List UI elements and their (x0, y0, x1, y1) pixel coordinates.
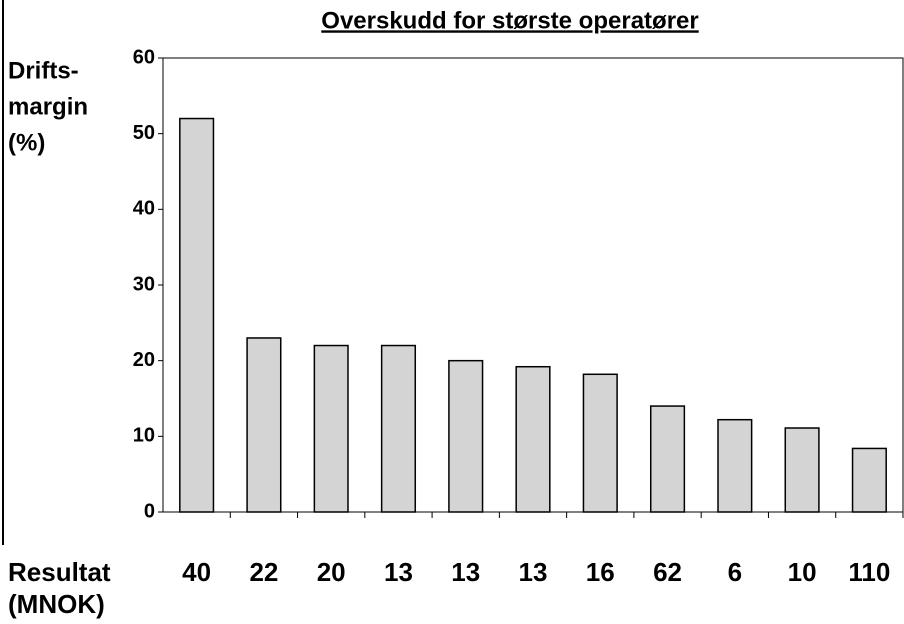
x-tick-label: 110 (848, 557, 890, 587)
x-axis-label: (MNOK) (8, 589, 105, 619)
y-tick-label: 60 (133, 46, 155, 68)
x-tick-label: 22 (249, 557, 278, 587)
y-tick-label: 20 (133, 349, 155, 371)
y-axis-label: Drifts- (8, 57, 79, 84)
y-tick-label: 50 (133, 122, 155, 144)
bar (649, 405, 686, 513)
x-tick-label: 40 (182, 557, 211, 587)
bar (851, 447, 887, 513)
x-tick-label: 13 (519, 557, 548, 587)
x-tick-label: 16 (586, 557, 615, 587)
x-tick-label: 13 (451, 557, 480, 587)
y-axis-label: (%) (8, 129, 45, 156)
x-tick-label: 20 (317, 557, 346, 587)
bar (717, 418, 753, 513)
x-tick-label: 6 (728, 557, 742, 587)
bar (784, 427, 820, 513)
y-tick-label: 30 (133, 273, 155, 295)
y-axis-label: margin (8, 93, 88, 120)
bar (582, 373, 618, 513)
x-tick-label: 13 (384, 557, 413, 587)
x-tick-label: 62 (653, 557, 682, 587)
bar (313, 344, 349, 513)
y-tick-label: 10 (133, 425, 155, 447)
chart-title: Overskudd for største operatører (321, 7, 698, 34)
bar (380, 344, 417, 513)
bar (246, 337, 282, 513)
bar (179, 117, 215, 513)
x-axis-label: Resultat (8, 557, 111, 587)
y-tick-label: 0 (144, 500, 155, 522)
x-tick-label: 10 (788, 557, 817, 587)
bar (515, 365, 551, 513)
bar (448, 359, 484, 513)
y-tick-label: 40 (133, 198, 155, 220)
